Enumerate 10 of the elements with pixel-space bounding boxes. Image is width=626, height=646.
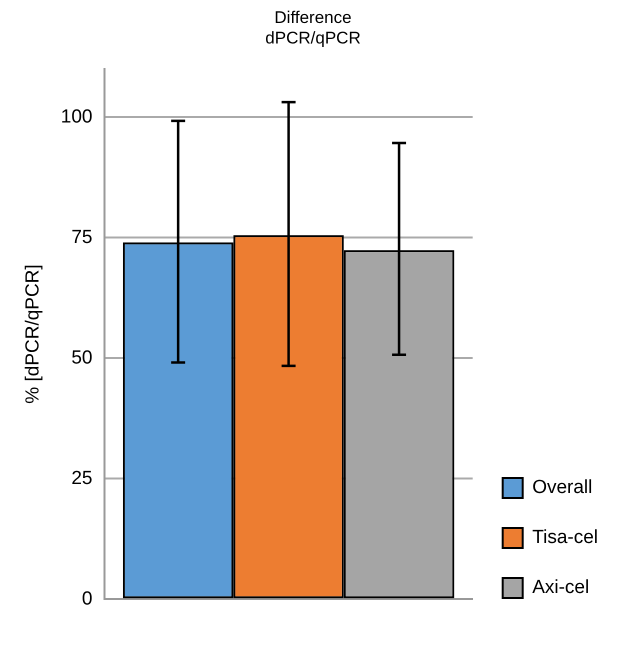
legend-label: Overall — [532, 477, 592, 498]
y-tick-label: 50 — [71, 347, 92, 368]
y-tick-label: 0 — [82, 588, 92, 610]
chart-title: Difference dPCR/qPCR — [265, 8, 361, 48]
y-tick-label: 100 — [60, 106, 92, 128]
y-tick-label: 75 — [71, 226, 92, 248]
legend-label: Tisa-cel — [532, 527, 598, 548]
y-axis-title: % [dPCR/qPCR] — [22, 264, 44, 404]
legend-label: Axi-cel — [532, 577, 590, 598]
y-tick-label: 25 — [71, 468, 92, 489]
